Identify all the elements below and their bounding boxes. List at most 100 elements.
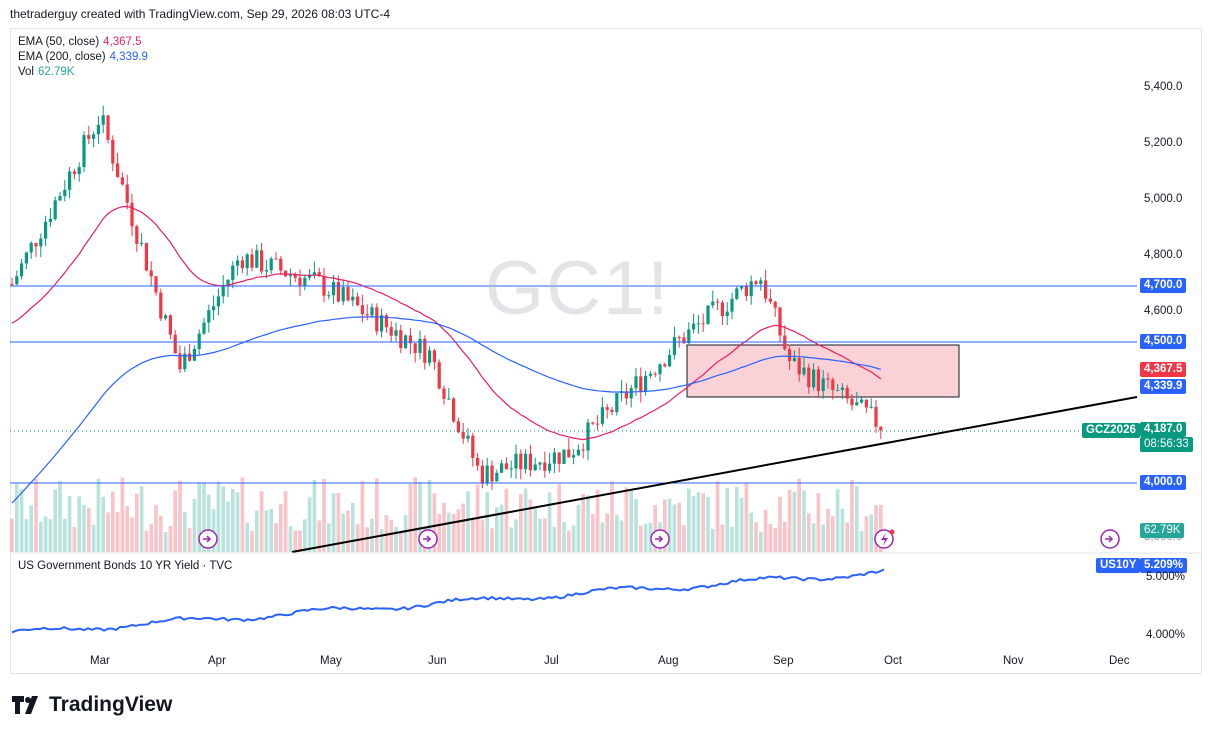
volume-bar [840,508,845,552]
candle-body [351,296,355,301]
candle-body [768,298,772,302]
level-tag-4500[interactable]: 4,500.0 [1140,334,1187,349]
volume-bar [207,494,211,552]
volume-bar [130,517,134,552]
volume-bar [283,491,288,552]
candle-body [101,115,105,125]
symbol-watermark: GC1! [485,246,671,331]
candle-body [317,272,321,277]
volume-bar [523,488,528,552]
trendline [291,396,1138,553]
volume-bar [480,519,485,552]
candle-body [298,277,302,287]
tradingview-logo[interactable]: TradingView [12,693,172,717]
candle-body [701,323,705,325]
candle-body [836,389,840,391]
ema50-legend[interactable]: EMA (50, close) 4,367.5 [18,36,142,48]
candle-body [725,311,729,317]
level-tag-4700[interactable]: 4,700.0 [1140,278,1187,293]
candle-body [504,463,508,470]
candle-body [29,243,33,253]
volume-bar [547,492,552,552]
volume-bar [240,477,245,552]
candle-body [538,462,542,465]
vol-value: 62.79K [38,66,75,78]
volume-bar [384,515,389,552]
chart-header: thetraderguy created with TradingView.co… [10,7,390,21]
volume-bar [221,486,225,552]
volume-bar [869,514,873,552]
candle-body [543,462,547,471]
candle-body [476,457,480,466]
volume-bar [754,522,758,552]
candle-body [173,334,177,354]
volume-bar [783,521,787,552]
candle-body [668,354,672,367]
candle-body [807,367,811,388]
volume-tag: 62.79K [1140,523,1185,538]
volume-bar [245,522,249,552]
candle-body [735,288,739,299]
volume-bar [216,481,221,552]
ema200-price-tag: 4,339.9 [1140,379,1187,394]
candle-body [34,243,38,247]
volume-bar [879,504,883,552]
candle-body [480,465,484,484]
candle-body [44,221,48,239]
candle-body [840,387,844,390]
us10y-legend[interactable]: US Government Bonds 10 YR Yield · TVC [18,560,233,572]
candle-body [418,338,422,353]
split-icon [650,529,670,549]
volume-bar [288,526,293,552]
candle-body [202,322,206,334]
candle-body [874,406,878,427]
price-axis-label: 5,000.0 [1144,193,1183,205]
volume-bar [163,531,168,552]
vol-legend[interactable]: Vol 62.79K [18,66,75,78]
volume-bar [101,496,105,552]
candle-body [855,402,859,406]
volume-bar [471,517,475,552]
volume-bar [408,483,413,552]
volume-bar [519,494,523,552]
candle-body [216,296,220,307]
candle-body [495,472,499,482]
candle-body [260,250,264,272]
candle-body [447,398,451,400]
volume-bar [466,491,470,552]
level-tag-4000[interactable]: 4,000.0 [1140,475,1187,490]
candle-body [879,426,883,431]
candle-body [408,335,412,344]
volume-bar [379,529,384,552]
candle-body [485,465,489,484]
price-axis-label: 5,400.0 [1144,81,1183,93]
ema200-legend[interactable]: EMA (200, close) 4,339.9 [18,51,148,63]
volume-bar [298,530,302,552]
volume-bar [82,504,86,552]
volume-bar [331,493,336,552]
volume-bar [115,512,120,552]
volume-bar [456,509,461,552]
symbol-tag: GCZ2026 [1082,423,1140,438]
candle-body [269,258,273,271]
volume-bar [624,487,629,552]
candle-body [365,314,369,316]
volume-bar [533,507,537,552]
candle-body [274,258,278,260]
volume-bar [48,519,53,552]
volume-bar [259,491,264,552]
volume-bar [576,504,581,552]
candle-body [192,349,196,361]
candle-body [471,435,475,458]
candle-body [144,242,148,271]
candle-body [528,453,532,471]
candle-body [183,353,187,370]
volume-bar [730,526,734,552]
volume-bar [600,522,605,552]
volume-bar [187,528,192,552]
countdown-tag: 08:56:33 [1140,437,1193,452]
candle-body [77,167,81,175]
us10y-line [11,568,885,634]
volume-bar [255,510,259,552]
